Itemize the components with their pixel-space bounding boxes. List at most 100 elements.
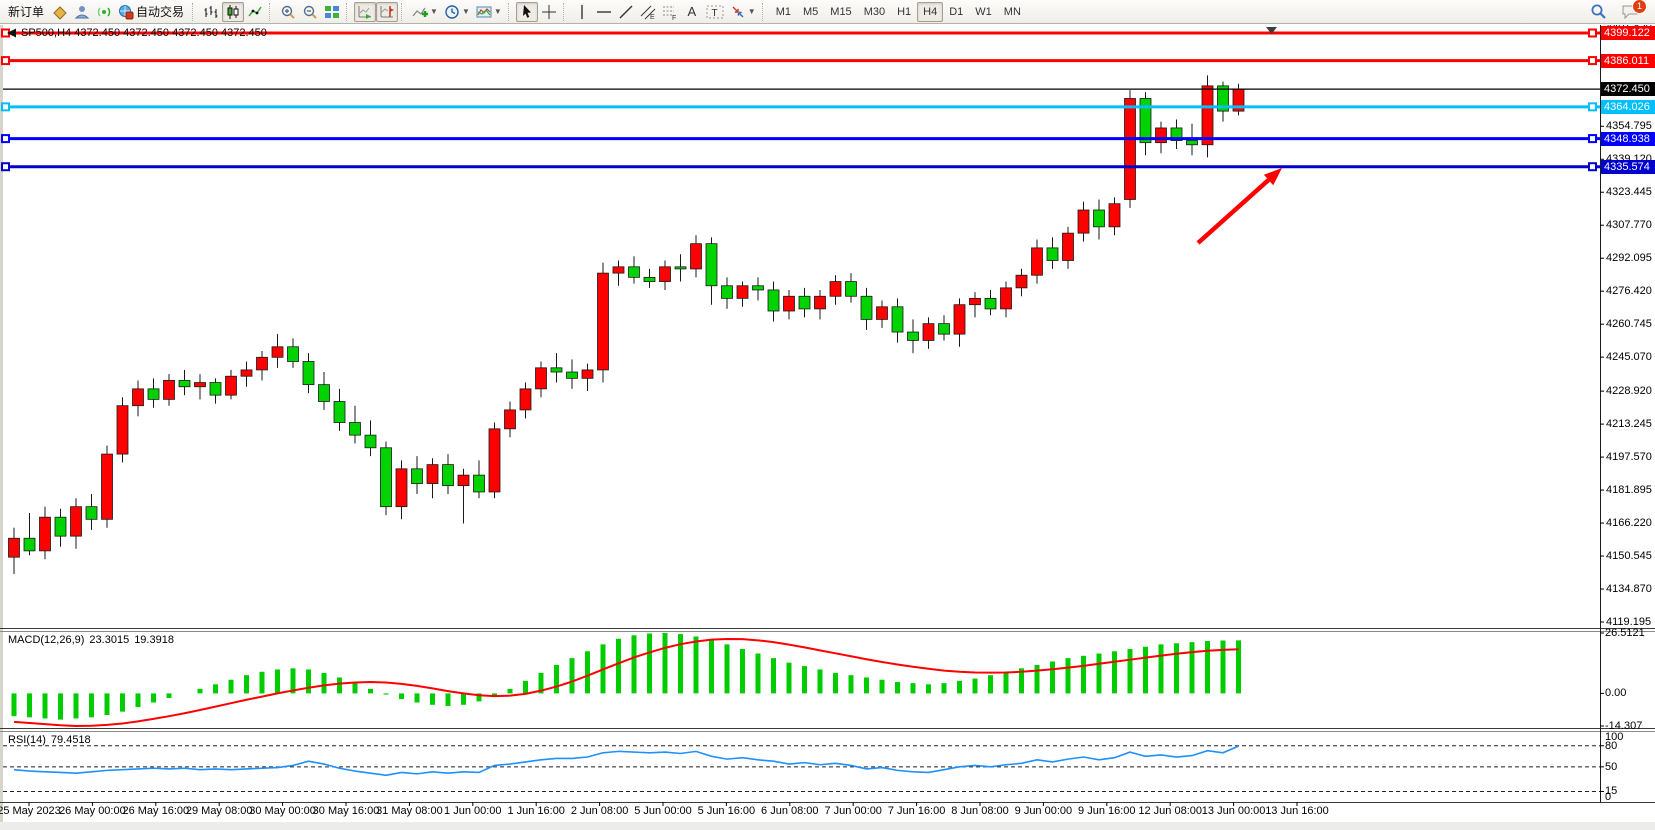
line-handle: [1588, 162, 1597, 172]
candle-body-down: [147, 388, 160, 400]
candle-body-up: [395, 468, 408, 508]
line-handle: [1, 134, 10, 144]
price-axis-tick: 4134.870: [1606, 582, 1652, 595]
trend-arrow-shaft: [1196, 178, 1271, 245]
candle-body-down: [1046, 247, 1059, 261]
zoom-out-icon: [303, 5, 317, 19]
horizontal-line-icon: [596, 10, 611, 13]
dropdown-arrow-icon: ▼: [747, 7, 756, 16]
zoom-in-button[interactable]: [277, 2, 299, 22]
timeframe-m1-button[interactable]: M1: [775, 5, 791, 18]
timeframe-w1-button[interactable]: W1: [975, 5, 992, 18]
toolbar-separator: [562, 2, 567, 21]
auto-trading-icon: [119, 4, 134, 19]
candle-body-down: [1217, 85, 1229, 112]
profile-icon: [74, 5, 90, 18]
main-chart-pane[interactable]: [3, 25, 1600, 628]
text-tool-button[interactable]: A: [681, 2, 703, 22]
pane-divider[interactable]: [0, 628, 1655, 629]
auto-trading-label: 自动交易: [136, 5, 185, 19]
zoom-out-button[interactable]: [299, 2, 321, 22]
price-axis[interactable]: 4401.820 4354.795 4339.120 4323.445 4307.770…: [1601, 25, 1655, 802]
new-order-button[interactable]: 新订单: [3, 2, 49, 22]
candle-body-down: [302, 361, 315, 386]
equidistant-channel-tool-button[interactable]: E: [637, 2, 659, 22]
arrows-icon: [732, 6, 744, 17]
line-chart-button[interactable]: [244, 2, 266, 22]
timeframe-m30-button[interactable]: M30: [863, 5, 886, 18]
search-button[interactable]: [1587, 2, 1610, 22]
add-indicator-icon: [412, 7, 429, 17]
trendline-tool-button[interactable]: [615, 2, 637, 22]
horizontal-line-tool-button[interactable]: [593, 2, 615, 22]
toolbar-separator: [401, 2, 405, 21]
price-axis-border: [1600, 25, 1601, 802]
fibonacci-tool-button[interactable]: F: [659, 2, 681, 22]
window-left-grip[interactable]: [0, 25, 3, 822]
candle-body-down: [1139, 98, 1152, 144]
candle-body-down: [550, 367, 563, 373]
timeframe-h4-button[interactable]: H4: [917, 1, 944, 22]
timeframe-d1-button[interactable]: D1: [949, 5, 964, 18]
candle-body-up: [426, 464, 439, 484]
clock-icon: [445, 4, 459, 19]
new-chart-button[interactable]: [49, 2, 71, 22]
chart-shift-button[interactable]: [376, 1, 399, 22]
timeframe-m5-button[interactable]: M5: [803, 5, 819, 18]
timeframe-m15-button[interactable]: M15: [830, 5, 852, 18]
candle-body-down: [1170, 127, 1183, 141]
rsi-name: RSI(14): [8, 734, 46, 746]
candle-body-up: [163, 380, 175, 400]
candle-body-up: [488, 428, 501, 493]
candle-body-up: [535, 367, 547, 390]
templates-button[interactable]: ▼: [473, 2, 505, 22]
price-axis-tick: 4339.120: [1606, 152, 1652, 165]
candlestick-chart-button[interactable]: [222, 1, 245, 22]
price-axis-tick: 4307.770: [1606, 218, 1652, 231]
pane-divider[interactable]: [0, 631, 1655, 632]
candle-body-down: [907, 331, 919, 341]
candle-body-up: [194, 382, 206, 388]
notification-badge: 1: [1632, 0, 1647, 14]
cursor-tool-button[interactable]: [515, 1, 538, 22]
candle-body-up: [1108, 203, 1121, 228]
crosshair-tool-button[interactable]: [538, 2, 560, 22]
timeframe-mn-button[interactable]: MN: [1003, 5, 1021, 18]
dropdown-arrow-icon: ▼: [493, 7, 502, 16]
arrows-tool-button[interactable]: ▼: [727, 2, 759, 22]
line-handle: [1588, 102, 1597, 112]
tile-windows-button[interactable]: [321, 2, 343, 22]
candle-body-up: [659, 266, 671, 282]
candle-body-down: [1093, 209, 1105, 228]
time-axis-border: [0, 802, 1655, 803]
pane-divider[interactable]: [0, 731, 1655, 732]
auto-trading-button[interactable]: 自动交易: [115, 2, 189, 22]
candle-body-down: [643, 276, 656, 282]
community-chat-button[interactable]: 1: [1618, 0, 1647, 22]
status-strip: [0, 822, 1655, 830]
auto-scroll-button[interactable]: [354, 1, 377, 22]
vertical-line-tool-button[interactable]: [571, 2, 593, 22]
candle-body-up: [1077, 209, 1090, 234]
indicators-button[interactable]: ▼: [409, 2, 441, 22]
label-tool-button[interactable]: T: [703, 2, 727, 22]
candle-body-down: [767, 289, 780, 312]
profiles-button[interactable]: [71, 2, 93, 22]
bar-chart-button[interactable]: [200, 2, 222, 22]
rsi-indicator-label: RSI(14) 79.4518: [8, 734, 96, 746]
timeframe-h1-button[interactable]: H1: [897, 5, 912, 18]
candle-body-down: [845, 281, 857, 297]
trendline-icon: [619, 5, 633, 18]
pane-divider[interactable]: [0, 728, 1655, 729]
line-handle: [1588, 134, 1597, 144]
price-axis-tick: 4228.920: [1606, 384, 1652, 397]
search-icon: [1591, 4, 1606, 19]
periods-button[interactable]: ▼: [441, 2, 473, 22]
candle-body-up: [116, 405, 129, 455]
price-axis-tick: 4276.420: [1606, 284, 1652, 297]
vertical-line-icon: [581, 4, 583, 19]
candle-body-up: [1124, 98, 1136, 200]
candle-body-up: [829, 281, 842, 297]
alerts-button[interactable]: [93, 2, 115, 22]
